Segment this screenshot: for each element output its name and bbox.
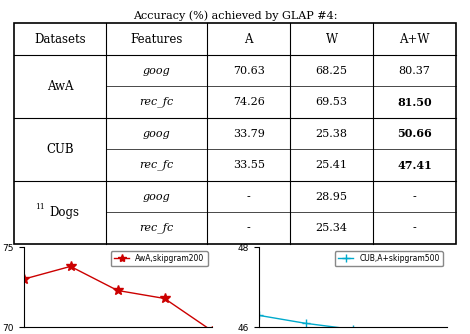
Text: 47.41: 47.41 [397,160,432,171]
Text: -: - [247,223,251,233]
Text: 81.50: 81.50 [397,97,432,108]
Text: rec_fc: rec_fc [140,160,174,170]
Text: A: A [244,33,253,46]
Text: rec_fc: rec_fc [140,223,174,233]
Text: rec_fc: rec_fc [140,97,174,108]
Text: 11: 11 [35,203,45,211]
Text: goog: goog [143,129,171,139]
Text: 50.66: 50.66 [397,128,432,139]
Text: goog: goog [143,65,171,75]
Text: 25.38: 25.38 [316,129,348,139]
Text: 69.53: 69.53 [316,97,348,107]
Text: 80.37: 80.37 [399,65,431,75]
Text: -: - [413,223,416,233]
Legend: AwA,skipgram200: AwA,skipgram200 [111,251,208,266]
Text: A+W: A+W [399,33,430,46]
Text: W: W [326,33,338,46]
Text: 70.63: 70.63 [233,65,265,75]
Text: CUB: CUB [47,143,74,156]
Text: 25.34: 25.34 [316,223,348,233]
Text: 28.95: 28.95 [316,192,348,202]
Text: 25.41: 25.41 [316,160,348,170]
Legend: CUB,A+skipgram500: CUB,A+skipgram500 [335,251,443,266]
Text: Accuracy (%) achieved by GLAP #4:: Accuracy (%) achieved by GLAP #4: [133,10,337,21]
Text: AwA: AwA [47,80,73,93]
Text: 68.25: 68.25 [316,65,348,75]
Text: Dogs: Dogs [49,206,79,219]
Text: goog: goog [143,192,171,202]
Text: Features: Features [131,33,183,46]
Text: Datasets: Datasets [34,33,86,46]
Text: 33.55: 33.55 [233,160,265,170]
Text: -: - [413,192,416,202]
Text: 74.26: 74.26 [233,97,265,107]
Text: 33.79: 33.79 [233,129,265,139]
Text: -: - [247,192,251,202]
